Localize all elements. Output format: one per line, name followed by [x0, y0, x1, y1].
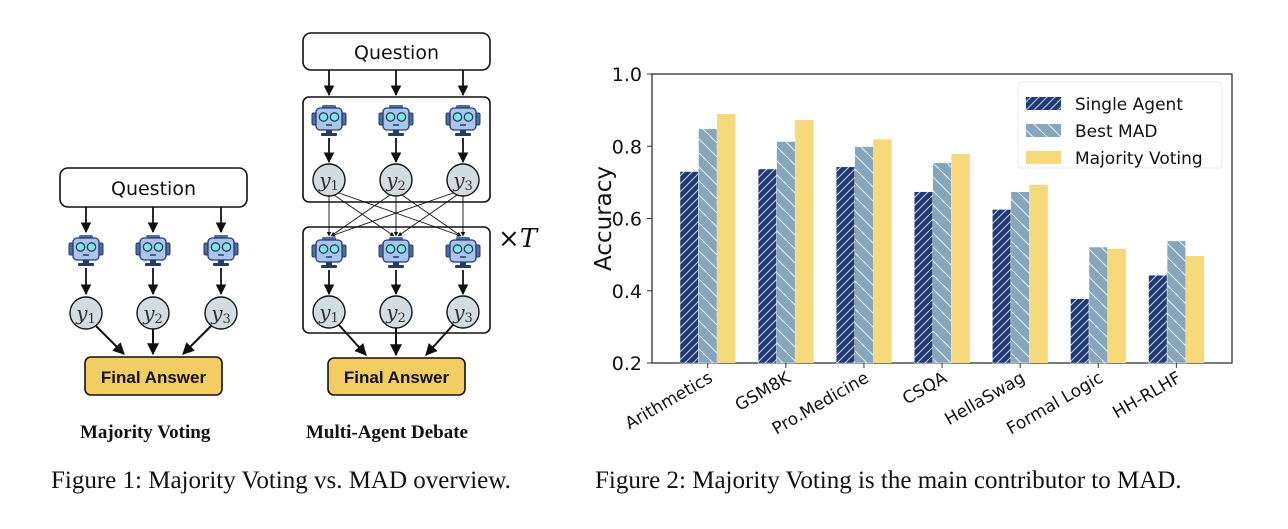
legend-label: Single Agent [1075, 95, 1183, 115]
repeat-t-label: ×T [498, 224, 538, 254]
bar-majority-voting [1185, 256, 1205, 363]
legend-swatch [1026, 124, 1061, 137]
chart-bars [679, 114, 1205, 364]
majority-voting-subtitle: Majority Voting [80, 422, 211, 443]
bar-best-mad [698, 128, 718, 364]
chart-axes [651, 73, 1233, 364]
bar-majority-voting [1029, 184, 1048, 363]
mad-final-answer-label: Final Answer [344, 368, 450, 387]
plot-frame [651, 73, 1233, 364]
y-axis-label: Accuracy [591, 166, 617, 271]
mv-answer-nodes: y1 y2 y3 [69, 296, 238, 330]
legend-label: Best MAD [1075, 122, 1157, 142]
x-tick-label: Pro.Medicine [769, 368, 873, 439]
bar-majority-voting [795, 119, 814, 363]
figure2-caption: Figure 2: Majority Voting is the main co… [595, 467, 1182, 494]
bar-best-mad [932, 162, 952, 364]
bar-majority-voting [951, 153, 970, 363]
robot-icon [311, 104, 347, 137]
bar-single-agent [992, 209, 1012, 364]
legend-box [1017, 81, 1223, 169]
bar-best-mad [1166, 240, 1186, 364]
robot-icon [378, 236, 414, 269]
figure1-caption: Figure 1: Majority Voting vs. MAD overvi… [51, 467, 511, 494]
robot-icon [445, 104, 481, 137]
bar-majority-voting [717, 114, 736, 363]
y-tick-label: 0.6 [612, 209, 642, 231]
mv-agents [68, 207, 239, 296]
mad-diagram: Question y1 y2 y3 [302, 32, 491, 396]
mv-question-label: Question [111, 178, 196, 200]
legend-swatch [1026, 97, 1061, 110]
mad-subtitle: Multi-Agent Debate [306, 422, 468, 443]
robot-icon [203, 234, 239, 267]
bar-single-agent [836, 166, 855, 364]
robot-icon [445, 236, 481, 269]
bar-single-agent [1148, 275, 1168, 364]
mad-round1-box [302, 96, 491, 203]
bar-best-mad [1010, 191, 1030, 364]
x-tick-label: HellaSwag [942, 368, 1029, 430]
legend-swatch [1026, 151, 1061, 164]
y-tick-label: 1.0 [612, 64, 642, 86]
bar-majority-voting [873, 139, 892, 363]
bar-majority-voting [1107, 248, 1126, 363]
x-tick-label: GSM8K [732, 368, 795, 416]
majority-voting-diagram: Question y1 y2 y3 Final Answer [59, 167, 248, 396]
bar-best-mad [1088, 246, 1108, 364]
chart-ticks: 0.2 0.4 0.6 0.8 1.0 Accuracy Arithmetics GSM8KP… [591, 64, 1185, 439]
mv-final-answer-label: Final Answer [101, 368, 207, 387]
debate-connections [326, 192, 466, 237]
figure1-diagram: Question y1 y2 y3 Final Answer Ques [59, 32, 491, 396]
y-tick-label: 0.2 [612, 353, 642, 375]
x-tick-label: Formal Logic [1003, 368, 1106, 439]
chart-legend: Single Agent Best MAD Majority Voting [1017, 81, 1223, 169]
bar-best-mad [776, 141, 796, 364]
robot-icon [68, 234, 104, 267]
bar-single-agent [679, 171, 699, 364]
x-tick-label: HH-RLHF [1109, 368, 1184, 423]
y-tick-label: 0.4 [612, 281, 642, 303]
bar-best-mad [854, 146, 874, 364]
robot-icon [378, 104, 414, 137]
mad-final-answer-box [327, 357, 466, 396]
bar-single-agent [1070, 298, 1090, 364]
bar-single-agent [914, 191, 933, 364]
y-tick-label: 0.8 [612, 136, 642, 158]
mad-question-label: Question [354, 42, 439, 64]
mv-final-answer-box [84, 356, 223, 396]
legend-label: Majority Voting [1075, 149, 1203, 169]
x-tick-label: Arithmetics [622, 368, 716, 434]
robot-icon [311, 236, 347, 269]
robot-icon [135, 234, 171, 267]
bar-single-agent [757, 168, 777, 364]
x-tick-label: CSQA [899, 368, 951, 409]
